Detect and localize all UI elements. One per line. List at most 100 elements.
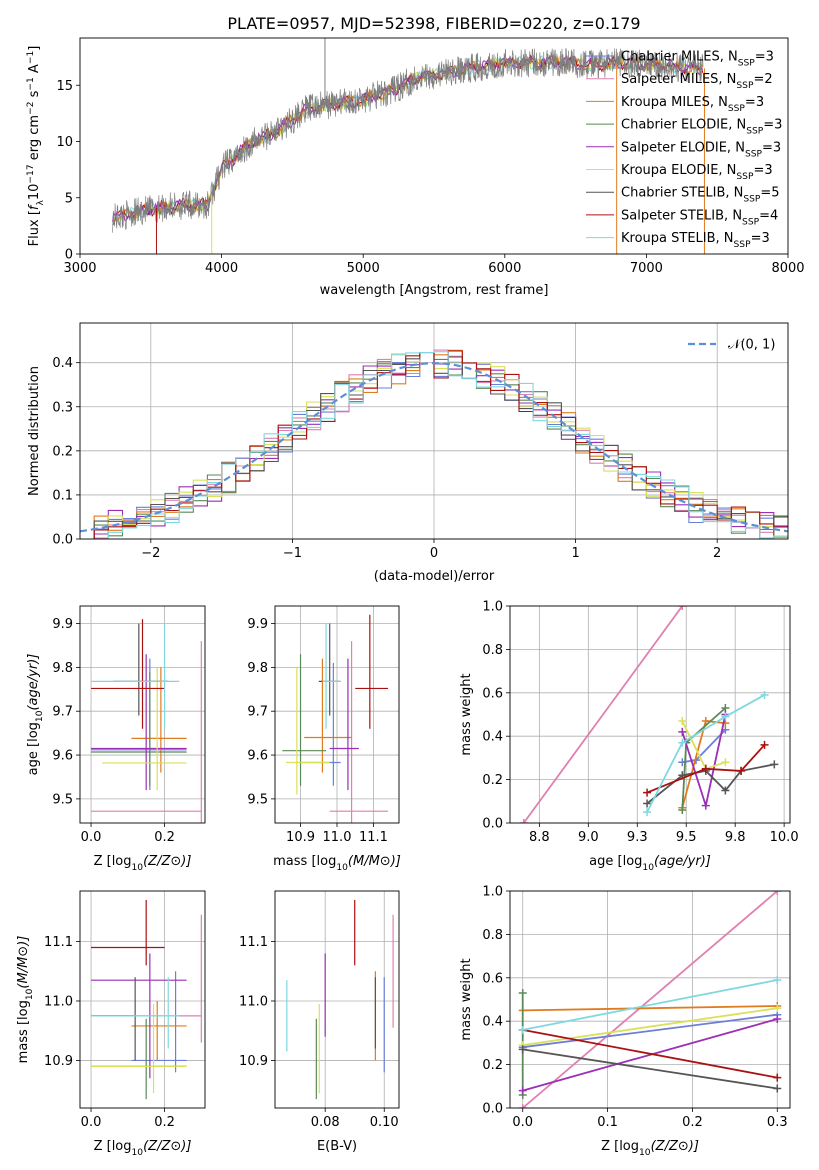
x-tick-label: −1 <box>283 546 302 561</box>
x-axis-label: Z [log10(Z/Z⊙)] <box>94 854 192 873</box>
weight-marker-salpeter_elodie <box>701 801 710 810</box>
weight-marker-salpeter_miles <box>678 606 687 610</box>
x-tick-label: 0.0 <box>81 1115 102 1130</box>
y-tick-label: 9.7 <box>52 705 73 720</box>
x-axis-label: Z [log10(Z/Z⊙)] <box>94 1139 192 1158</box>
weight-marker-salpeter_stelib <box>643 788 652 797</box>
y-tick-label: 0.2 <box>482 1058 503 1073</box>
y-tick-label: 10.9 <box>239 1054 268 1069</box>
x-tick-label: 0.2 <box>682 1115 703 1130</box>
plot-frame <box>79 890 206 1109</box>
weight-marker-salpeter_stelib <box>760 740 769 749</box>
legend-entry: Chabrier MILES, NSSP=3 <box>621 50 774 69</box>
y-tick-label: 11.0 <box>239 994 268 1009</box>
y-axis-label: Normed distribution <box>27 366 42 496</box>
y-tick-label: 9.9 <box>52 617 73 632</box>
x-tick-label: 0.2 <box>154 1115 175 1130</box>
y-tick-label: 0.2 <box>482 773 503 788</box>
y-tick-label: 9.6 <box>52 749 73 764</box>
y-tick-label: 0.3 <box>52 400 73 415</box>
legend-entry: Salpeter ELODIE, NSSP=3 <box>621 140 781 159</box>
x-tick-label: 4000 <box>205 261 238 276</box>
y-tick-label: 11.1 <box>239 935 268 950</box>
legend-entry: Kroupa ELODIE, NSSP=3 <box>621 163 773 182</box>
weight-marker-kroupa_stelib <box>678 738 687 747</box>
y-tick-label: 0.0 <box>52 533 73 548</box>
y-tick-label: 0.2 <box>52 444 73 459</box>
weight-marker-salpeter_stelib <box>773 1073 782 1082</box>
x-tick-label: 8.8 <box>529 830 550 845</box>
y-tick-label: 5 <box>65 191 73 206</box>
errorbars <box>286 899 394 1100</box>
legend-entry: Salpeter STELIB, NSSP=4 <box>621 208 778 227</box>
weight-marker-salpeter_miles <box>773 891 782 895</box>
spectrum-panel: 3000 4000 5000 6000 7000 8000 0 5 10 15 wavelength… <box>26 37 805 298</box>
weight-marker-chabrier_elodie <box>518 988 527 997</box>
normal-curve <box>80 361 788 533</box>
mass_weight_vs_age-panel: 8.8 9.0 9.3 9.5 9.8 10.0 0.0 0.2 0.4 0.6 0.8 1.0 age… <box>459 600 799 874</box>
weight-marker-salpeter_stelib <box>737 766 746 775</box>
x-tick-label: 0.0 <box>512 1115 533 1130</box>
legend-entry: Kroupa STELIB, NSSP=3 <box>621 231 770 250</box>
observed-spectrum <box>112 48 704 233</box>
x-tick-label: 10.9 <box>286 830 315 845</box>
y-tick-label: 9.7 <box>247 705 268 720</box>
model-spectrum-salpeter_stelib <box>112 54 704 226</box>
residual-panel: −2 −1 0 1 2 0.0 0.1 0.2 0.3 0.4 (data-model)/error… <box>27 322 789 584</box>
histogram-kroupa_stelib <box>80 351 788 539</box>
weight-line-kroupa_stelib <box>646 694 765 813</box>
y-tick-label: 15 <box>56 79 73 94</box>
y-tick-label: 10 <box>56 135 73 150</box>
x-tick-label: 9.0 <box>578 830 599 845</box>
x-tick-label: 0 <box>430 546 438 561</box>
weight-marker-salpeter_elodie <box>678 727 687 736</box>
weight-marker-chabrier_stelib <box>518 1045 527 1054</box>
errorbars <box>282 614 389 823</box>
plot-frame <box>79 605 206 824</box>
age_vs_z-panel: 0.0 0.2 9.5 9.6 9.7 9.8 9.9 Z [log10(Z/Z⊙)] age … <box>26 605 206 873</box>
y-tick-label: 10.9 <box>44 1054 73 1069</box>
weight-marker-salpeter_elodie <box>773 1015 782 1024</box>
errorbars <box>91 899 202 1100</box>
y-tick-label: 9.9 <box>247 617 268 632</box>
legend-entry: 𝒩(0, 1) <box>728 338 775 353</box>
weight-marker-kroupa_elodie <box>773 1004 782 1013</box>
y-tick-label: 0.8 <box>482 928 503 943</box>
age_vs_mass-panel: 10.9 11.0 11.1 9.5 9.6 9.7 9.8 9.9 mass [log10(M… <box>247 605 401 873</box>
x-axis-label: (data-model)/error <box>374 569 495 584</box>
plot-frame <box>274 605 400 824</box>
x-tick-label: 8000 <box>771 261 804 276</box>
y-axis-label: mass weight <box>459 958 474 1040</box>
weight-line-chabrier_stelib <box>522 1048 778 1090</box>
y-axis-label: mass [log10(M/M⊙)] <box>16 936 35 1064</box>
mass_vs_ebv-panel: 0.08 0.10 10.9 11.0 11.1 E(B-V) <box>239 890 400 1154</box>
weight-marker-kroupa_stelib <box>643 808 652 817</box>
weight-marker-salpeter_elodie <box>518 1086 527 1095</box>
weight-line-salpeter_stelib <box>522 1029 778 1079</box>
weight-line-kroupa_stelib <box>522 979 778 1031</box>
legend-entry: Kroupa MILES, NSSP=3 <box>621 95 764 114</box>
y-axis-label: Flux [fλ10−17 erg cm−2 s−1 A−1] <box>26 46 46 247</box>
y-tick-label: 9.8 <box>247 661 268 676</box>
weight-marker-chabrier_stelib <box>770 760 779 769</box>
weight-marker-chabrier_stelib <box>643 799 652 808</box>
mass_weight_vs_z-panel: 0.0 0.1 0.2 0.3 0.0 0.2 0.4 0.6 0.8 1.0 Z [log10(Z… <box>459 885 791 1158</box>
x-tick-label: 0.3 <box>767 1115 788 1130</box>
x-tick-label: 9.5 <box>676 830 697 845</box>
y-tick-label: 9.5 <box>247 792 268 807</box>
y-tick-label: 0.4 <box>52 356 73 371</box>
y-tick-label: 11.1 <box>44 935 73 950</box>
x-tick-label: 0.10 <box>370 1115 399 1130</box>
legend-entry: Salpeter MILES, NSSP=2 <box>621 72 773 91</box>
x-tick-label: 3000 <box>63 261 96 276</box>
x-tick-label: 11.1 <box>359 830 388 845</box>
weight-marker-chabrier_stelib <box>721 786 730 795</box>
weight-marker-kroupa_stelib <box>518 1025 527 1034</box>
spectrum-lines <box>112 38 705 254</box>
x-axis-label: E(B-V) <box>317 1139 357 1154</box>
weight-marker-kroupa_miles <box>701 717 710 726</box>
weight-marker-salpeter_miles <box>519 819 528 823</box>
weight-marker-kroupa_elodie <box>678 717 687 726</box>
weight-marker-kroupa_stelib <box>760 690 769 699</box>
weight-marker-chabrier_stelib <box>773 1084 782 1093</box>
